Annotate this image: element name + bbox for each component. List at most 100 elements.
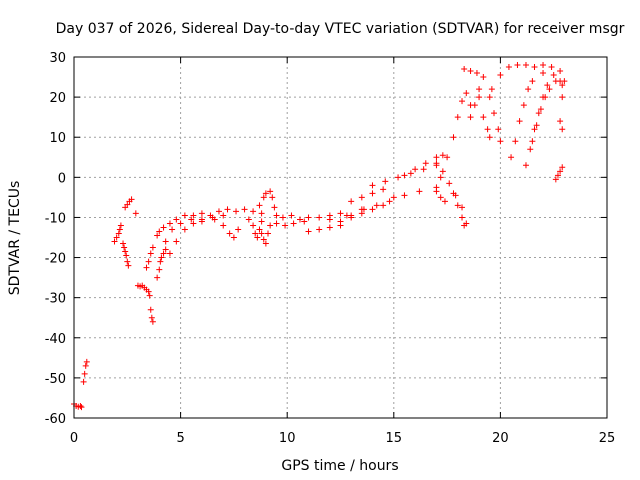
data-point — [143, 264, 150, 271]
data-point — [250, 208, 257, 215]
data-point — [166, 250, 173, 257]
data-point — [149, 244, 156, 251]
data-point — [437, 194, 444, 201]
data-point — [162, 238, 169, 245]
y-tick-label: -10 — [45, 211, 66, 226]
data-point — [433, 162, 440, 169]
data-point — [459, 214, 466, 221]
y-tick-label: 20 — [49, 91, 66, 106]
data-point — [531, 126, 538, 133]
data-point — [220, 212, 227, 219]
data-point — [348, 198, 355, 205]
data-point — [561, 78, 568, 85]
data-point — [149, 318, 156, 325]
data-point — [256, 202, 263, 209]
data-point — [258, 210, 265, 217]
data-point — [252, 230, 259, 237]
y-tick-label: 10 — [49, 131, 66, 146]
data-point — [450, 134, 457, 141]
data-point — [360, 206, 367, 213]
data-point — [497, 72, 504, 79]
data-point — [160, 224, 167, 231]
data-point — [557, 118, 564, 125]
data-point — [401, 192, 408, 199]
data-point — [273, 212, 280, 219]
data-point — [282, 222, 289, 229]
data-point — [527, 146, 534, 153]
data-point — [395, 174, 402, 181]
data-point — [537, 106, 544, 113]
data-point — [557, 68, 564, 75]
y-tick-label: 0 — [58, 171, 66, 186]
data-point — [81, 370, 88, 377]
data-point — [369, 182, 376, 189]
data-point — [514, 62, 521, 69]
data-point — [145, 258, 152, 265]
data-point — [337, 218, 344, 225]
data-point — [115, 230, 122, 237]
data-point — [476, 86, 483, 93]
data-point — [147, 250, 154, 257]
data-point — [529, 78, 536, 85]
y-tick-label: -30 — [45, 292, 66, 307]
data-point — [181, 212, 188, 219]
data-point — [162, 246, 169, 253]
data-point — [188, 216, 195, 223]
data-point — [520, 102, 527, 109]
data-point — [337, 210, 344, 217]
data-point — [124, 258, 131, 265]
data-point — [540, 62, 547, 69]
data-point — [450, 190, 457, 197]
data-point — [260, 236, 267, 243]
data-point — [439, 152, 446, 159]
data-point — [250, 222, 257, 229]
x-tick-label: 0 — [70, 431, 78, 446]
data-point — [495, 126, 502, 133]
data-point — [198, 210, 205, 217]
data-point — [190, 220, 197, 227]
data-point — [459, 98, 466, 105]
data-point — [265, 230, 272, 237]
data-point — [546, 86, 553, 93]
data-point — [516, 118, 523, 125]
x-axis-label: GPS time / hours — [281, 458, 398, 474]
data-point — [267, 188, 274, 195]
data-point — [220, 222, 227, 229]
data-point — [117, 222, 124, 229]
data-point — [128, 196, 135, 203]
data-point — [535, 110, 542, 117]
data-point — [125, 262, 132, 269]
data-point — [508, 154, 515, 161]
data-point — [301, 218, 308, 225]
data-point — [416, 188, 423, 195]
axis-ticks: 0 5 10 15 20 25 30 20 10 0 -10 -20 -30 -40 -50 -60 — [45, 51, 616, 446]
data-point — [166, 220, 173, 227]
data-point — [358, 210, 365, 217]
data-point — [471, 102, 478, 109]
data-point — [467, 68, 474, 75]
data-point — [348, 214, 355, 221]
data-point — [190, 212, 197, 219]
data-point — [173, 238, 180, 245]
data-point — [557, 168, 564, 175]
data-point — [559, 126, 566, 133]
data-point — [305, 228, 312, 235]
data-point — [369, 190, 376, 197]
data-point — [463, 90, 470, 97]
data-point — [437, 174, 444, 181]
data-point — [544, 82, 551, 89]
data-point — [386, 198, 393, 205]
data-point — [211, 216, 218, 223]
data-point — [262, 190, 269, 197]
data-point — [145, 288, 152, 295]
data-point — [116, 226, 123, 233]
data-point — [486, 94, 493, 101]
data-point — [552, 176, 559, 183]
data-point — [215, 208, 222, 215]
data-point — [256, 226, 263, 233]
data-point — [380, 202, 387, 209]
data-point — [181, 226, 188, 233]
data-point — [497, 138, 504, 145]
data-point — [390, 194, 397, 201]
x-tick-label: 10 — [279, 431, 296, 446]
